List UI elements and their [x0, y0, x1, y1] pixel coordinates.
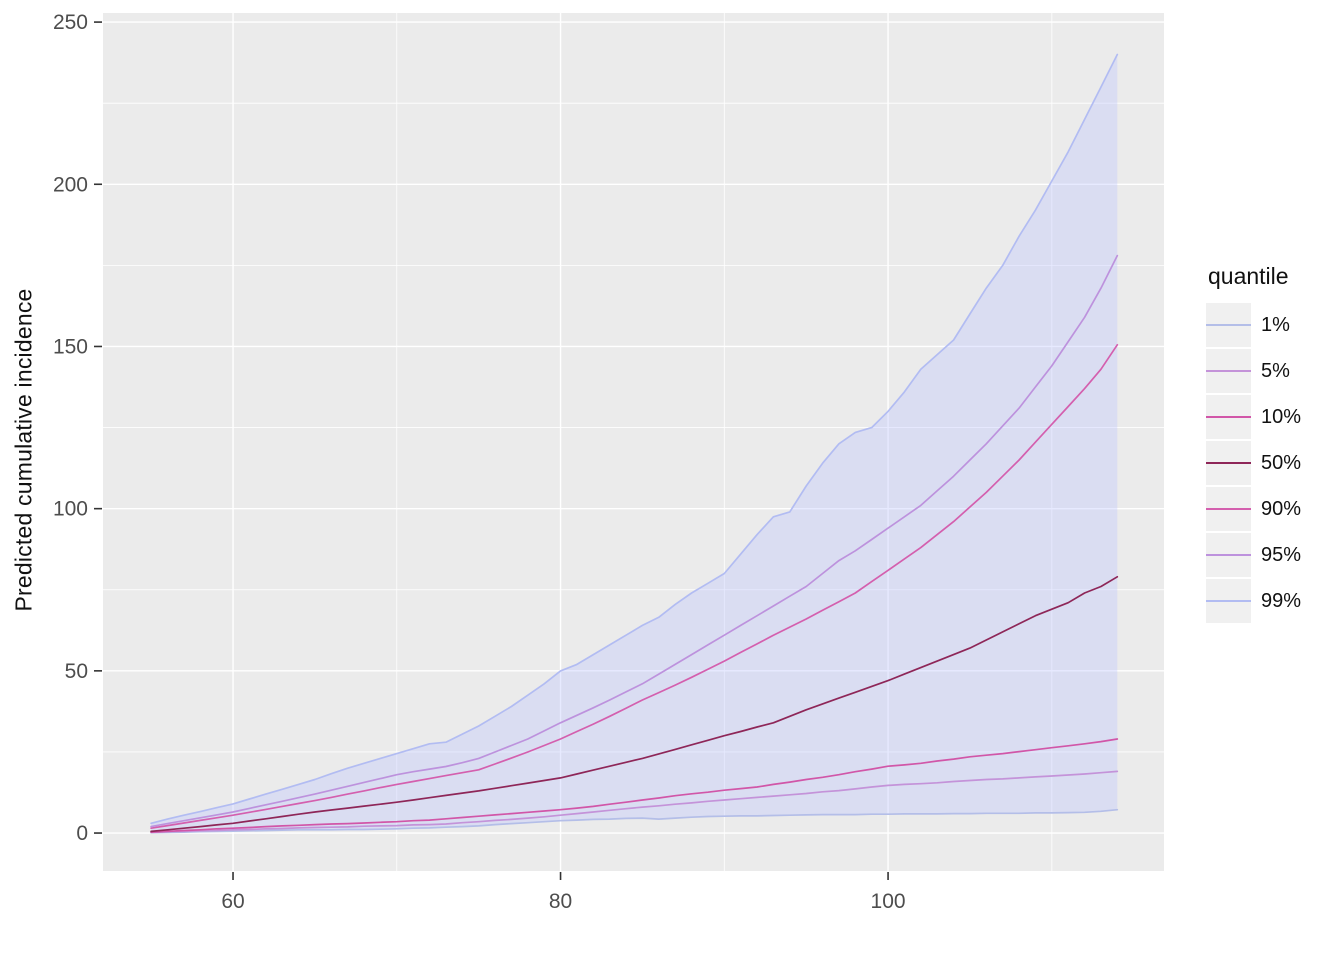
legend: quantile 1% 5% 10% 50% 90% 95% 99%: [1206, 263, 1301, 625]
y-tick-label: 50: [65, 660, 88, 683]
legend-entry-label: 99%: [1261, 589, 1302, 612]
legend-entry-label: 90%: [1261, 497, 1302, 520]
legend-entry-label: 50%: [1261, 451, 1302, 474]
y-tick-label: 0: [76, 822, 88, 845]
y-tick-label: 100: [53, 498, 88, 521]
quantile-ribbon: [151, 54, 1118, 833]
legend-key-line: [1206, 599, 1251, 603]
legend-key-box: [1206, 579, 1251, 623]
quantile-line-90%: [150, 343, 1119, 830]
legend-key-line: [1206, 461, 1251, 465]
x-tick-label: 100: [871, 890, 906, 913]
legend-title: quantile: [1208, 263, 1289, 289]
legend-entry: 50%: [1206, 441, 1301, 485]
x-tick-label: 60: [221, 890, 244, 913]
legend-key-box: [1206, 349, 1251, 393]
y-axis-title: Predicted cumulative incidence: [10, 288, 37, 612]
quantile-line-99%: [150, 53, 1119, 825]
legend-entry: 99%: [1206, 579, 1301, 623]
legend-entry: 10%: [1206, 395, 1301, 439]
legend-entry-label: 1%: [1261, 313, 1290, 336]
legend-key-line: [1206, 415, 1251, 419]
legend-key-box: [1206, 303, 1251, 347]
legend-key-box: [1206, 395, 1251, 439]
legend-key-box: [1206, 487, 1251, 531]
legend-key-line: [1206, 507, 1251, 511]
x-tick-label: 80: [549, 890, 572, 913]
y-tick-label: 150: [53, 335, 88, 358]
legend-key-line: [1206, 553, 1251, 557]
legend-entries: 1% 5% 10% 50% 90% 95% 99%: [1206, 303, 1301, 623]
legend-key-box: [1206, 533, 1251, 577]
y-tick-label: 250: [53, 11, 88, 34]
legend-entry-label: 95%: [1261, 543, 1302, 566]
legend-entry-label: 10%: [1261, 405, 1302, 428]
legend-entry: 95%: [1206, 533, 1301, 577]
legend-key-line: [1206, 369, 1251, 373]
y-tick-label: 200: [53, 173, 88, 196]
quantile-line-50%: [150, 575, 1119, 833]
quantile-line-95%: [150, 254, 1119, 828]
legend-entry: 90%: [1206, 487, 1301, 531]
quantile-line-1%: [150, 808, 1119, 834]
legend-key-line: [1206, 323, 1251, 327]
quantile-line-10%: [150, 738, 1119, 833]
legend-entry: 5%: [1206, 349, 1301, 393]
legend-entry-label: 5%: [1261, 359, 1290, 382]
legend-key-box: [1206, 441, 1251, 485]
legend-entry: 1%: [1206, 303, 1301, 347]
quantile-line-5%: [150, 770, 1119, 834]
